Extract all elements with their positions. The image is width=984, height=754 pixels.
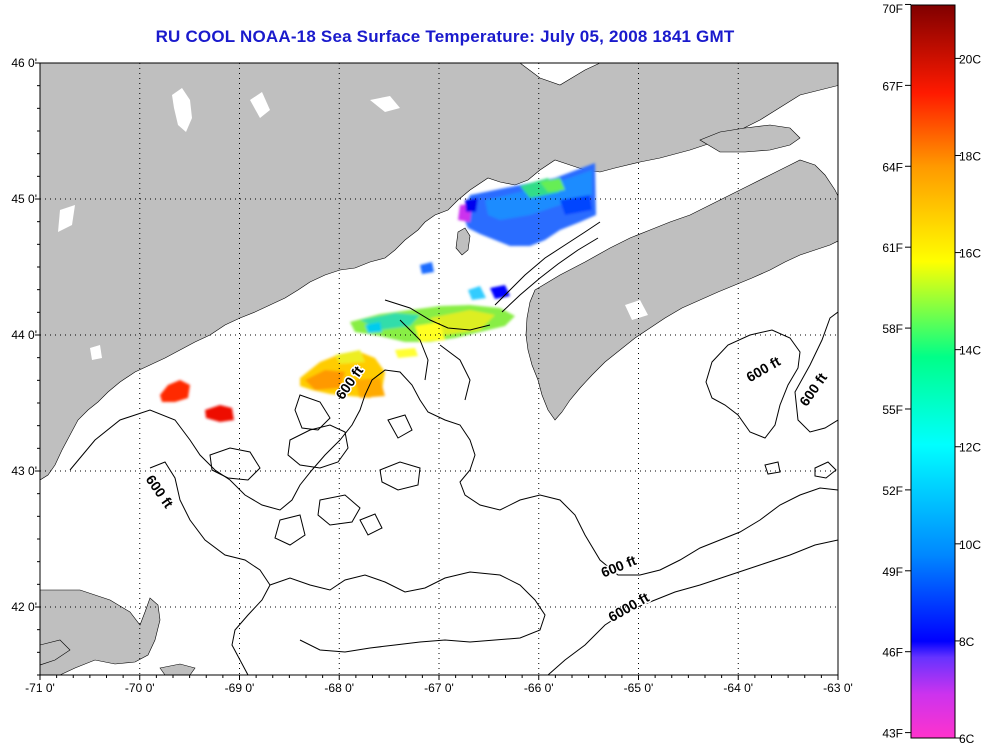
contour-600ft-ns1 [705,329,801,439]
lat-tick-label: 44 0' [11,328,37,342]
colorbar-c-label: 20C [959,52,981,66]
depth-contours [69,221,838,675]
sst-patch-red-east [205,405,234,422]
map-grid [40,63,838,675]
colorbar-c-label: 18C [959,149,981,163]
map-title: RU COOL NOAA-18 Sea Surface Temperature:… [155,27,735,46]
lon-tick-label: -65 0' [624,681,654,695]
longitude-axis: -71 0' -70 0' -69 0' -68 0' -67 0' -66 0' -65 … [25,675,853,695]
colorbar-fahrenheit-labels: 70F 67F 64F 61F 58F 55F 52F 49F 46F 43F [882,2,911,741]
land-nova-scotia [525,159,838,421]
colorbar-f-label: 58F [882,322,903,336]
lat-tick-label: 42 0' [11,600,37,614]
colorbar-c-label: 14C [959,344,981,358]
contour-6000ft [547,539,838,675]
lat-tick-label: 45 0' [11,192,37,206]
land-pei [699,124,801,153]
colorbar-f-label: 67F [882,79,903,93]
sst-patch-red-west [160,380,190,402]
colorbar-f-label: 61F [882,241,903,255]
colorbar-f-label: 46F [882,646,903,660]
land-mass [40,63,838,675]
land-cape-cod [40,589,161,675]
land-grand-manan [455,227,471,256]
contour-600ft-south [269,571,546,653]
lon-tick-label: -63 0' [823,681,853,695]
contour-600ft-ns2 [794,311,838,433]
lat-tick-label: 43 0' [11,464,37,478]
land-nantucket [159,663,196,675]
colorbar-c-label: 8C [959,635,975,649]
colorbar: 70F 67F 64F 61F 58F 55F 52F 49F 46F 43F 20C 18C 16C… [882,2,981,746]
lon-tick-label: -69 0' [225,681,255,695]
colorbar-c-label: 10C [959,538,981,552]
colorbar-f-label: 52F [882,484,903,498]
colorbar-f-label: 70F [882,2,903,16]
colorbar-celsius-labels: 20C 18C 16C 14C 12C 10C 8C 6C [955,52,981,746]
sst-data-layer [160,163,596,422]
colorbar-f-label: 55F [882,403,903,417]
colorbar-c-label: 6C [959,732,975,746]
lon-tick-label: -64 0' [723,681,753,695]
colorbar-f-label: 49F [882,565,903,579]
colorbar-f-label: 43F [882,727,903,741]
lon-tick-label: -67 0' [424,681,454,695]
land-south-coast [40,639,71,666]
colorbar-c-label: 16C [959,247,981,261]
latitude-axis: 42 0' 43 0' 44 0' 45 0' 46 0' [11,56,40,676]
lon-tick-label: -70 0' [125,681,155,695]
lon-tick-label: -68 0' [324,681,354,695]
colorbar-c-label: 12C [959,441,981,455]
lon-tick-label: -71 0' [25,681,55,695]
contour-600ft-gulf [69,369,838,576]
lon-tick-label: -66 0' [524,681,554,695]
colorbar-f-label: 64F [882,160,903,174]
inland-lakes [58,88,648,360]
colorbar-gradient [910,4,956,739]
lat-tick-label: 46 0' [11,56,37,70]
contour-600ft-west [149,461,271,675]
